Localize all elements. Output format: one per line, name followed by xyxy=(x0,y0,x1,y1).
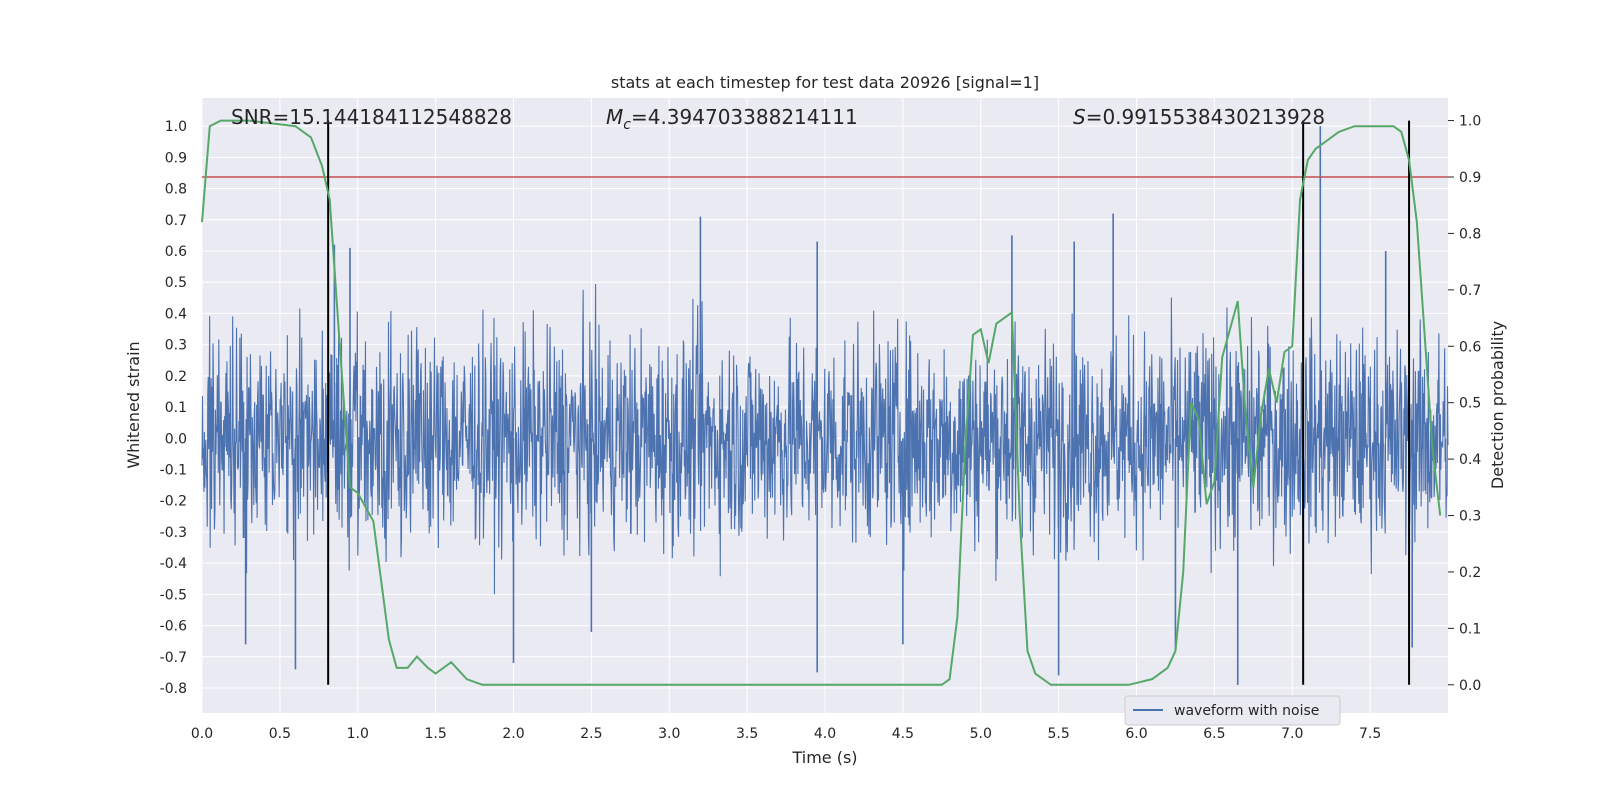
chirp-mass-annotation: Mc=4.394703388214111 xyxy=(606,105,858,133)
s-annotation: S=0.9915538430213928 xyxy=(1073,105,1325,129)
waveform-line xyxy=(201,284,1449,595)
y-axis-label: Whitened strain xyxy=(124,341,143,468)
y-tick-label: -0.7 xyxy=(160,650,187,666)
y-right-tick-label: 0.7 xyxy=(1459,283,1481,299)
y-tick-label: -0.2 xyxy=(160,494,187,510)
overlay-lines xyxy=(202,120,1448,685)
x-tick-label: 7.0 xyxy=(1281,726,1303,742)
s-symbol: S xyxy=(1073,105,1086,129)
y-right-tick-label: 0.6 xyxy=(1459,339,1481,355)
x-tick-label: 2.0 xyxy=(502,726,524,742)
y-tick-label: 0.6 xyxy=(165,244,187,260)
s-value: =0.9915538430213928 xyxy=(1086,105,1325,129)
y-tick-label: 0.9 xyxy=(165,150,187,166)
y-right-tick-label: 0.0 xyxy=(1459,678,1481,694)
x-tick-label: 2.5 xyxy=(580,726,602,742)
y-tick-label: -0.3 xyxy=(160,525,187,541)
chart-title: stats at each timestep for test data 209… xyxy=(611,73,1039,92)
y-tick-label: 0.0 xyxy=(165,431,187,447)
y-tick-label: 1.0 xyxy=(165,119,187,135)
x-tick-label: 1.0 xyxy=(347,726,369,742)
y-right-tick-label: 0.9 xyxy=(1459,170,1481,186)
x-axis-label: Time (s) xyxy=(791,748,857,767)
chirp-mass-subscript: c xyxy=(623,117,631,133)
legend-box xyxy=(1124,695,1341,726)
y-tick-label: 0.2 xyxy=(165,369,187,385)
x-tick-label: 5.0 xyxy=(970,726,992,742)
y-tick-label: -0.4 xyxy=(160,556,187,572)
x-tick-label: 7.5 xyxy=(1359,726,1381,742)
chirp-mass-symbol: M xyxy=(606,105,623,129)
x-tick-label: 5.5 xyxy=(1047,726,1069,742)
y-tick-label: -0.8 xyxy=(160,681,187,697)
legend-label: waveform with noise xyxy=(1174,703,1319,719)
y-tick-label: 0.4 xyxy=(165,306,187,322)
x-tick-label: 0.0 xyxy=(191,726,213,742)
y-right-tick-label: 0.5 xyxy=(1459,396,1481,412)
x-tick-label: 0.5 xyxy=(269,726,291,742)
y-tick-label: -0.1 xyxy=(160,462,187,478)
y-right-tick-label: 0.8 xyxy=(1459,226,1481,242)
y-right-tick-label: 1.0 xyxy=(1459,114,1481,130)
x-tick-label: 3.5 xyxy=(736,726,758,742)
y-right-tick-label: 0.3 xyxy=(1459,509,1481,525)
snr-annotation: SNR=15.144184112548828 xyxy=(231,105,512,129)
legend: waveform with noise xyxy=(1124,695,1341,726)
y-tick-label: 0.5 xyxy=(165,275,187,291)
x-tick-label: 4.0 xyxy=(814,726,836,742)
x-tick-label: 4.5 xyxy=(892,726,914,742)
axes: 0.0 0.5 1.0 1.5 2.0 2.5 3.0 3.5 4.0 4.5 5.0 5.5 6.0 6… xyxy=(160,114,1482,742)
y-right-tick-label: 0.4 xyxy=(1459,452,1481,468)
y-tick-label: 0.1 xyxy=(165,400,187,416)
x-tick-label: 3.0 xyxy=(658,726,680,742)
y-tick-label: 0.7 xyxy=(165,213,187,229)
y-tick-label: -0.6 xyxy=(160,619,187,635)
y-axis-right-label: Detection probability xyxy=(1488,321,1507,489)
probability-line xyxy=(201,119,1442,686)
y-tick-label: -0.5 xyxy=(160,587,187,603)
x-tick-label: 6.5 xyxy=(1203,726,1225,742)
detection-probability-series xyxy=(201,119,1442,686)
x-tick-label: 6.0 xyxy=(1125,726,1147,742)
y-right-tick-label: 0.2 xyxy=(1459,565,1481,581)
y-tick-label: 0.8 xyxy=(165,182,187,198)
y-right-tick-label: 0.1 xyxy=(1459,621,1481,637)
y-tick-label: 0.3 xyxy=(165,338,187,354)
x-tick-label: 1.5 xyxy=(424,726,446,742)
chirp-mass-value: =4.394703388214111 xyxy=(631,105,858,129)
